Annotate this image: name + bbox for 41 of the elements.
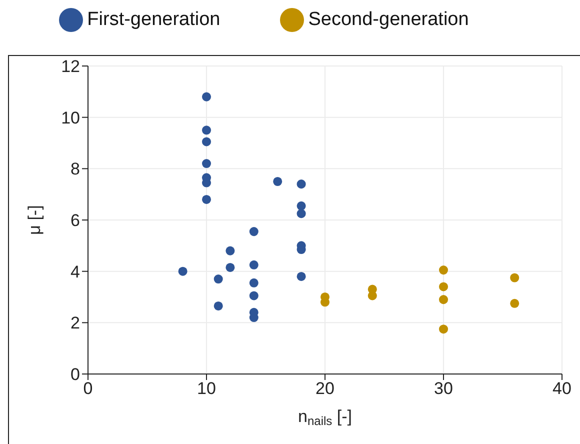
point bbox=[510, 298, 520, 308]
point bbox=[249, 227, 258, 236]
point bbox=[296, 201, 306, 210]
point bbox=[249, 291, 258, 300]
y-tick-label: 6 bbox=[70, 211, 80, 230]
point bbox=[296, 272, 306, 281]
point bbox=[214, 274, 223, 284]
legend-label: Second-generation bbox=[308, 9, 469, 30]
point bbox=[226, 246, 235, 256]
point bbox=[202, 137, 212, 146]
y-tick-label: 12 bbox=[61, 57, 80, 76]
x-axis-title: n$_{nails}$ [-] bbox=[298, 407, 352, 428]
y-tick-label: 0 bbox=[70, 365, 80, 384]
point bbox=[296, 180, 306, 189]
x-tick-label: 20 bbox=[316, 379, 334, 398]
point bbox=[178, 266, 188, 276]
y-tick-label: 2 bbox=[70, 314, 80, 333]
x-tick-label: 0 bbox=[83, 379, 93, 398]
point bbox=[438, 295, 448, 304]
point bbox=[214, 301, 223, 310]
point bbox=[226, 262, 235, 272]
y-tick-label: 4 bbox=[70, 262, 80, 282]
y-tick-label: 8 bbox=[70, 160, 80, 179]
point bbox=[438, 266, 448, 275]
y-axis-title: μ [-] bbox=[25, 205, 44, 235]
point bbox=[202, 159, 212, 168]
point bbox=[202, 92, 212, 102]
point bbox=[273, 176, 282, 186]
point bbox=[510, 273, 520, 282]
point bbox=[296, 209, 306, 218]
point bbox=[202, 194, 212, 204]
point bbox=[438, 282, 448, 292]
y-tick-label: 10 bbox=[61, 108, 80, 128]
x-tick-label: 30 bbox=[434, 379, 453, 398]
point bbox=[249, 260, 258, 270]
x-tick-label: 40 bbox=[552, 379, 572, 398]
x-tick-label: 10 bbox=[197, 379, 216, 398]
point bbox=[249, 278, 258, 288]
legend-label: First-generation bbox=[87, 9, 220, 30]
point bbox=[438, 324, 448, 334]
point bbox=[202, 126, 212, 135]
